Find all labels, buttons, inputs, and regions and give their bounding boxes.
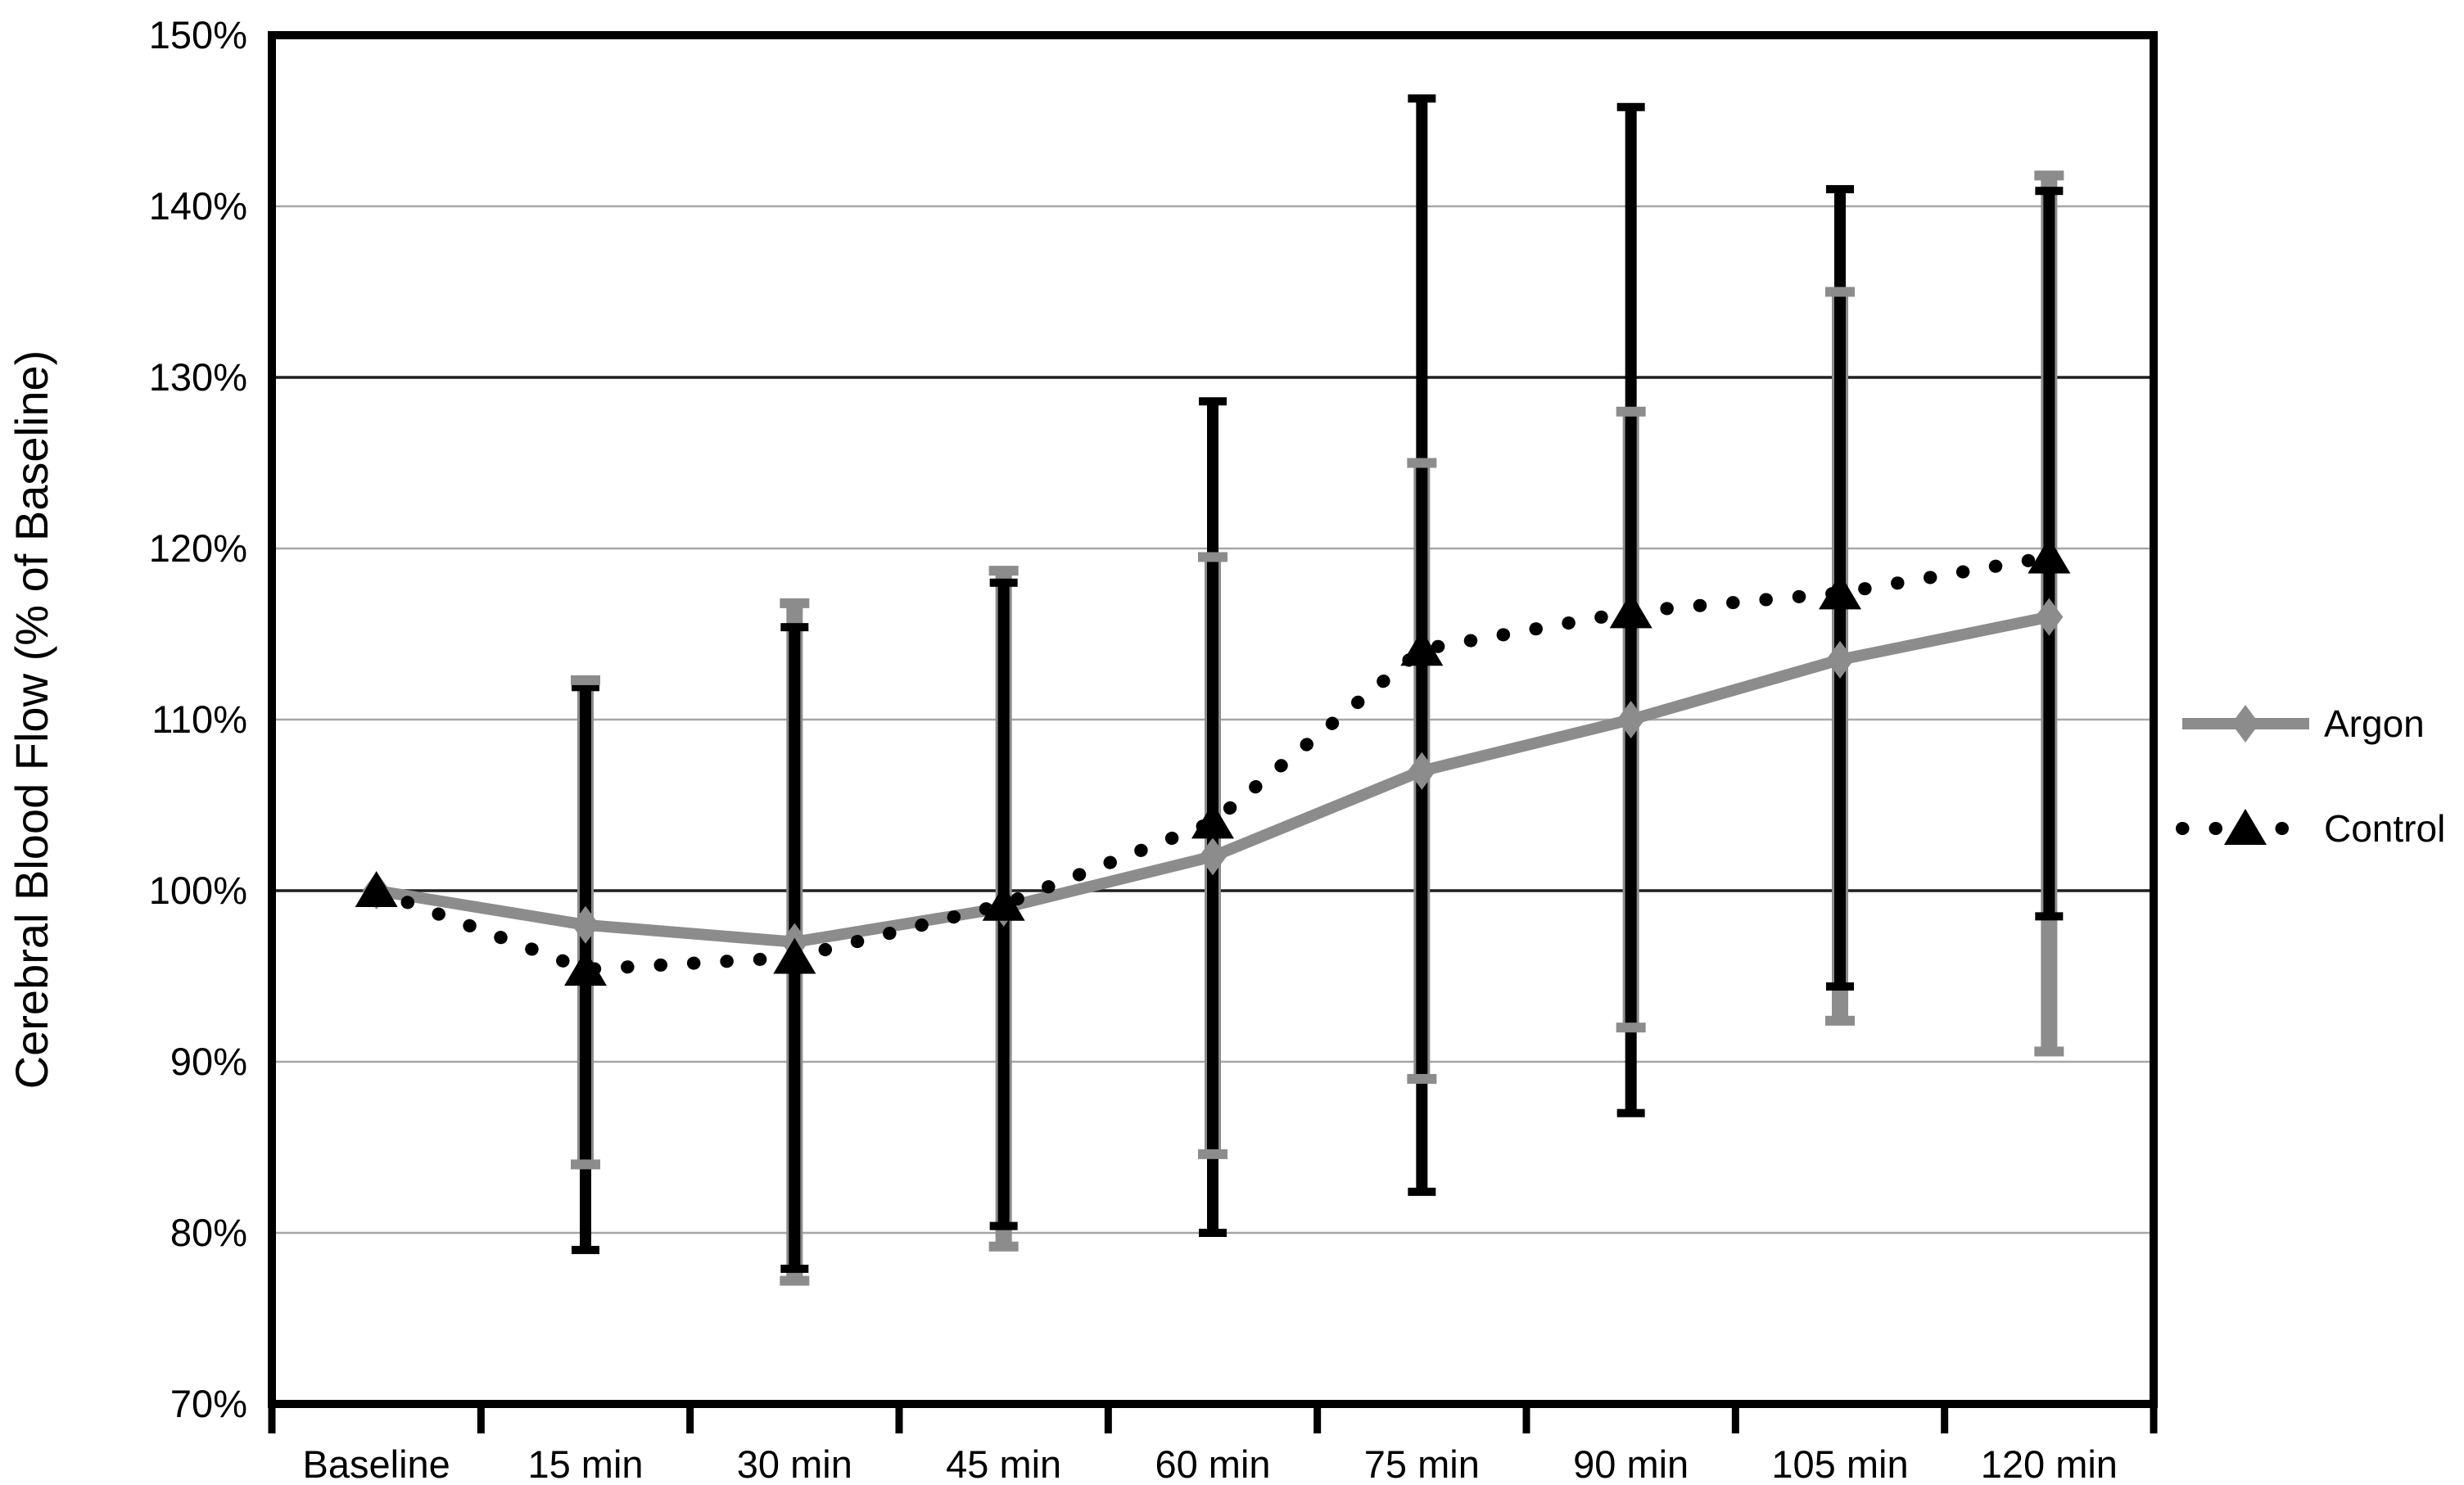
y-tick-label: 130%	[149, 355, 247, 399]
y-tick-label: 70%	[170, 1382, 247, 1425]
error-bar-cap-argon	[780, 1275, 810, 1286]
error-bar-cap-argon	[2034, 170, 2064, 181]
error-bar-cap-control	[1616, 102, 1645, 111]
error-bar-cap-control	[1826, 185, 1854, 194]
x-tick-label: 105 min	[1771, 1442, 1908, 1485]
marker-triangle	[773, 937, 816, 974]
error-bar-cap-argon	[780, 598, 810, 608]
error-bar-cap-control	[2035, 912, 2064, 921]
error-bar-cap-argon	[1825, 1015, 1855, 1026]
error-bar-cap-control	[780, 623, 809, 632]
y-tick-label: 90%	[170, 1040, 247, 1083]
error-bar-cap-argon	[571, 1159, 600, 1170]
y-tick-label: 140%	[149, 184, 247, 228]
marker-triangle	[1819, 573, 1861, 610]
y-tick-label: 110%	[151, 697, 247, 741]
error-bar-cap-argon	[571, 675, 600, 685]
error-bar-cap-control	[1616, 1108, 1645, 1117]
plot-border	[268, 31, 2158, 1408]
error-bar-cap-argon	[988, 1241, 1019, 1252]
marker-diamond	[572, 905, 599, 944]
legend-label: Control	[2324, 807, 2445, 850]
x-tick-label: Baseline	[303, 1442, 450, 1485]
y-tick-label: 100%	[149, 869, 247, 912]
marker-diamond	[2231, 705, 2259, 742]
series-line-control	[369, 550, 2056, 977]
marker-triangle	[1191, 802, 1234, 839]
error-bar-cap-control	[2035, 187, 2064, 196]
marker-diamond	[1408, 752, 1436, 790]
error-bar-cap-argon	[988, 566, 1019, 576]
legend: Argon Control	[2176, 702, 2445, 850]
marker-triangle	[982, 884, 1025, 921]
x-tick-label: 45 min	[946, 1442, 1061, 1485]
error-bar-cap-argon	[1616, 406, 1646, 417]
x-tick-label: 90 min	[1573, 1442, 1689, 1485]
error-bar-cap-control	[572, 1245, 599, 1254]
legend-label: Argon	[2324, 702, 2425, 745]
marker-diamond	[1199, 837, 1227, 876]
error-bar-cap-argon	[1407, 1073, 1437, 1084]
error-bar-cap-control	[1199, 397, 1227, 406]
legend-item-argon: Argon	[2182, 702, 2425, 745]
legend-item-control: Control	[2176, 807, 2445, 850]
marker-diamond	[2035, 598, 2064, 636]
error-bar-cap-argon	[1198, 1149, 1227, 1159]
y-tick-label: 80%	[170, 1211, 247, 1254]
marker-diamond	[1616, 701, 1645, 738]
error-bar-cap-control	[989, 1221, 1018, 1230]
marker-triangle	[1609, 592, 1652, 629]
error-bar-cap-control	[1826, 982, 1854, 991]
error-bar-cap-control	[780, 1264, 809, 1273]
error-bar-cap-argon	[1825, 287, 1855, 297]
x-tick-label: 75 min	[1364, 1442, 1480, 1485]
marker-triangle	[2028, 537, 2071, 574]
marker-diamond	[1826, 640, 1854, 679]
error-bar-cap-control	[989, 578, 1018, 587]
x-tick-label: 30 min	[737, 1442, 852, 1485]
error-bar-cap-control	[1199, 1229, 1227, 1237]
error-bar-cap-argon	[1407, 458, 1437, 468]
error-bar-cap-control	[1408, 1187, 1436, 1196]
x-tick-label: 60 min	[1155, 1442, 1270, 1485]
error-bar-cap-control	[572, 683, 599, 692]
x-tick-label: 120 min	[1981, 1442, 2118, 1485]
error-bar-cap-control	[1408, 94, 1436, 103]
marker-triangle	[2224, 809, 2267, 845]
error-bar-cap-argon	[1616, 1022, 1646, 1033]
error-bar-cap-argon	[2034, 1046, 2064, 1057]
marker-triangle	[564, 950, 607, 986]
y-axis-title: Cerebral Blood Flow (% of Baseline)	[6, 350, 57, 1090]
y-tick-label: 120%	[149, 526, 247, 570]
y-tick-label: 150%	[149, 13, 247, 56]
x-tick-label: 15 min	[527, 1442, 643, 1485]
marker-triangle	[355, 871, 398, 907]
marker-triangle	[1400, 630, 1444, 666]
error-bar-cap-argon	[1198, 552, 1227, 562]
